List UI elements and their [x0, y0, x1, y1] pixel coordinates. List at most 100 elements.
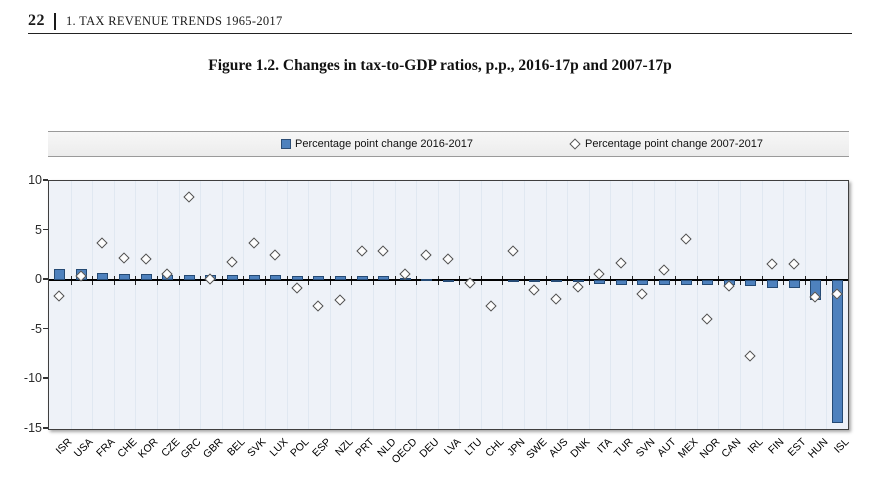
diamond-bel	[226, 256, 238, 268]
bar-fra	[97, 273, 109, 281]
chart-legend: Percentage point change 2016-2017 Percen…	[48, 131, 849, 157]
gridline	[589, 181, 590, 429]
diamond-swe	[528, 283, 541, 296]
diamond-fin	[766, 258, 778, 270]
bar-mex	[680, 280, 692, 286]
diamond-irl	[744, 350, 756, 362]
gridline	[826, 181, 827, 429]
gridline	[157, 181, 158, 429]
bar-fin	[766, 280, 778, 289]
gridline	[697, 181, 698, 429]
bar-deu	[421, 279, 433, 282]
bar-pol	[291, 275, 303, 281]
bar-esp	[313, 275, 325, 281]
diamond-svn	[636, 287, 649, 300]
figure-title: Figure 1.2. Changes in tax-to-GDP ratios…	[208, 57, 672, 74]
gridline	[243, 181, 244, 429]
bar-svn	[637, 280, 649, 286]
gridline	[675, 181, 676, 429]
bar-isl	[831, 280, 843, 424]
bar-isr	[54, 269, 66, 281]
gridline	[200, 181, 201, 429]
diamond-pol	[291, 281, 303, 294]
y-axis-tick	[43, 228, 48, 231]
gridline	[459, 181, 460, 429]
gridline	[654, 181, 655, 429]
bar-svk	[248, 275, 260, 281]
diamond-grc	[183, 191, 195, 204]
bar-kor	[140, 274, 152, 281]
bar-jpn	[507, 279, 519, 282]
plot-area	[48, 180, 849, 430]
diamond-aus	[550, 292, 562, 305]
header-separator	[54, 12, 56, 30]
page-header: 22 1. TAX REVENUE TRENDS 1965-2017	[28, 12, 283, 30]
gridline	[416, 181, 417, 429]
diamond-tur	[615, 257, 627, 269]
bar-lux	[270, 275, 282, 281]
bar-nld	[378, 276, 390, 281]
bar-prt	[356, 275, 368, 281]
bar-ita	[594, 280, 606, 284]
gridline	[222, 181, 223, 429]
gridline	[287, 181, 288, 429]
gridline	[610, 181, 611, 429]
y-axis-label: -15	[23, 421, 42, 435]
y-axis-label: -5	[30, 321, 42, 336]
legend-entry-bars: Percentage point change 2016-2017	[281, 132, 473, 156]
bar-bel	[227, 275, 239, 281]
gridline	[265, 181, 266, 429]
diamond-aut	[658, 264, 670, 276]
bar-lva	[443, 279, 454, 282]
diamond-chl	[485, 300, 497, 313]
gridline	[718, 181, 719, 429]
gridline	[179, 181, 180, 429]
gridline	[762, 181, 763, 429]
diamond-isr	[53, 289, 65, 302]
gridline	[481, 181, 482, 429]
diamond-lva	[442, 253, 454, 265]
diamond-series-swatch-icon	[569, 138, 581, 150]
diamond-nzl	[334, 293, 346, 306]
diamond-che	[118, 252, 130, 264]
diamond-esp	[312, 300, 325, 313]
legend-label-diamonds: Percentage point change 2007-2017	[585, 138, 763, 150]
gridline	[308, 181, 309, 429]
running-header: 1. TAX REVENUE TRENDS 1965-2017	[66, 13, 283, 28]
gridline	[373, 181, 374, 429]
y-axis-tick	[43, 278, 48, 280]
diamond-nor	[701, 313, 713, 326]
diamond-nld	[377, 245, 389, 257]
diamond-svk	[247, 237, 260, 249]
bar-aut	[658, 280, 670, 286]
gridline	[438, 181, 439, 429]
bar-nzl	[335, 275, 347, 281]
gridline	[805, 181, 806, 429]
gridline	[351, 181, 352, 429]
bar-swe	[529, 280, 541, 283]
diamond-jpn	[507, 245, 519, 257]
bar-est	[788, 280, 800, 289]
diamond-ita	[593, 268, 605, 280]
y-axis-tick	[43, 327, 48, 330]
legend-entry-diamonds: Percentage point change 2007-2017	[569, 132, 763, 156]
gridline	[71, 181, 72, 429]
gridline	[524, 181, 525, 429]
page-number: 22	[28, 12, 45, 29]
bar-che	[119, 274, 131, 281]
bar-nor	[702, 280, 714, 286]
gridline	[330, 181, 331, 429]
legend-label-bars: Percentage point change 2016-2017	[295, 138, 473, 150]
gridline	[92, 181, 93, 429]
y-axis-tick	[43, 377, 48, 379]
y-axis-tick	[43, 427, 48, 429]
gridline	[502, 181, 503, 429]
diamond-deu	[420, 249, 433, 261]
gridline	[114, 181, 115, 429]
diamond-dnk	[571, 280, 584, 293]
diamond-kor	[140, 253, 152, 265]
gridline	[632, 181, 633, 429]
y-axis-label: 0	[35, 272, 42, 287]
diamond-mex	[679, 233, 692, 245]
